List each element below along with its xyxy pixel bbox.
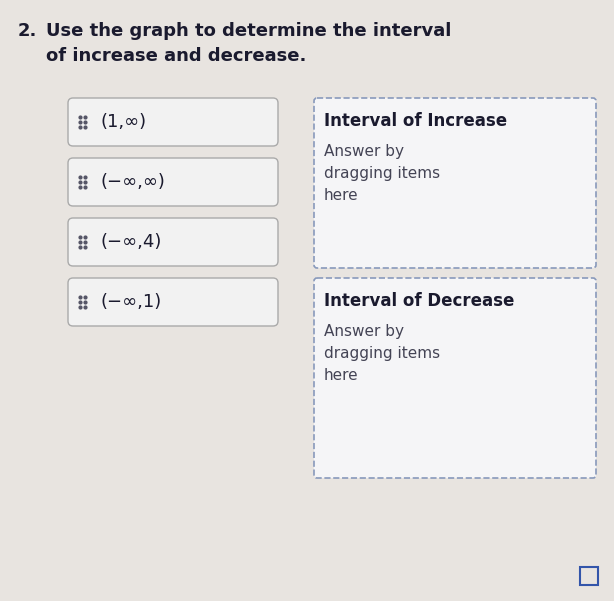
FancyBboxPatch shape	[314, 98, 596, 268]
Text: (−∞,∞): (−∞,∞)	[100, 173, 165, 191]
Text: (−∞,1): (−∞,1)	[100, 293, 161, 311]
Text: Interval of Increase: Interval of Increase	[324, 112, 507, 130]
FancyBboxPatch shape	[68, 218, 278, 266]
Bar	[580, 567, 598, 585]
Text: Answer by
dragging items
here: Answer by dragging items here	[324, 144, 440, 203]
Text: (1,∞): (1,∞)	[100, 113, 146, 131]
FancyBboxPatch shape	[68, 98, 278, 146]
Text: Answer by
dragging items
here: Answer by dragging items here	[324, 324, 440, 383]
Text: Interval of Decrease: Interval of Decrease	[324, 292, 515, 310]
FancyBboxPatch shape	[68, 158, 278, 206]
Text: (−∞,4): (−∞,4)	[100, 233, 161, 251]
FancyBboxPatch shape	[314, 278, 596, 478]
Text: 2.: 2.	[18, 22, 37, 40]
Text: Use the graph to determine the interval
of increase and decrease.: Use the graph to determine the interval …	[46, 22, 451, 65]
FancyBboxPatch shape	[68, 278, 278, 326]
